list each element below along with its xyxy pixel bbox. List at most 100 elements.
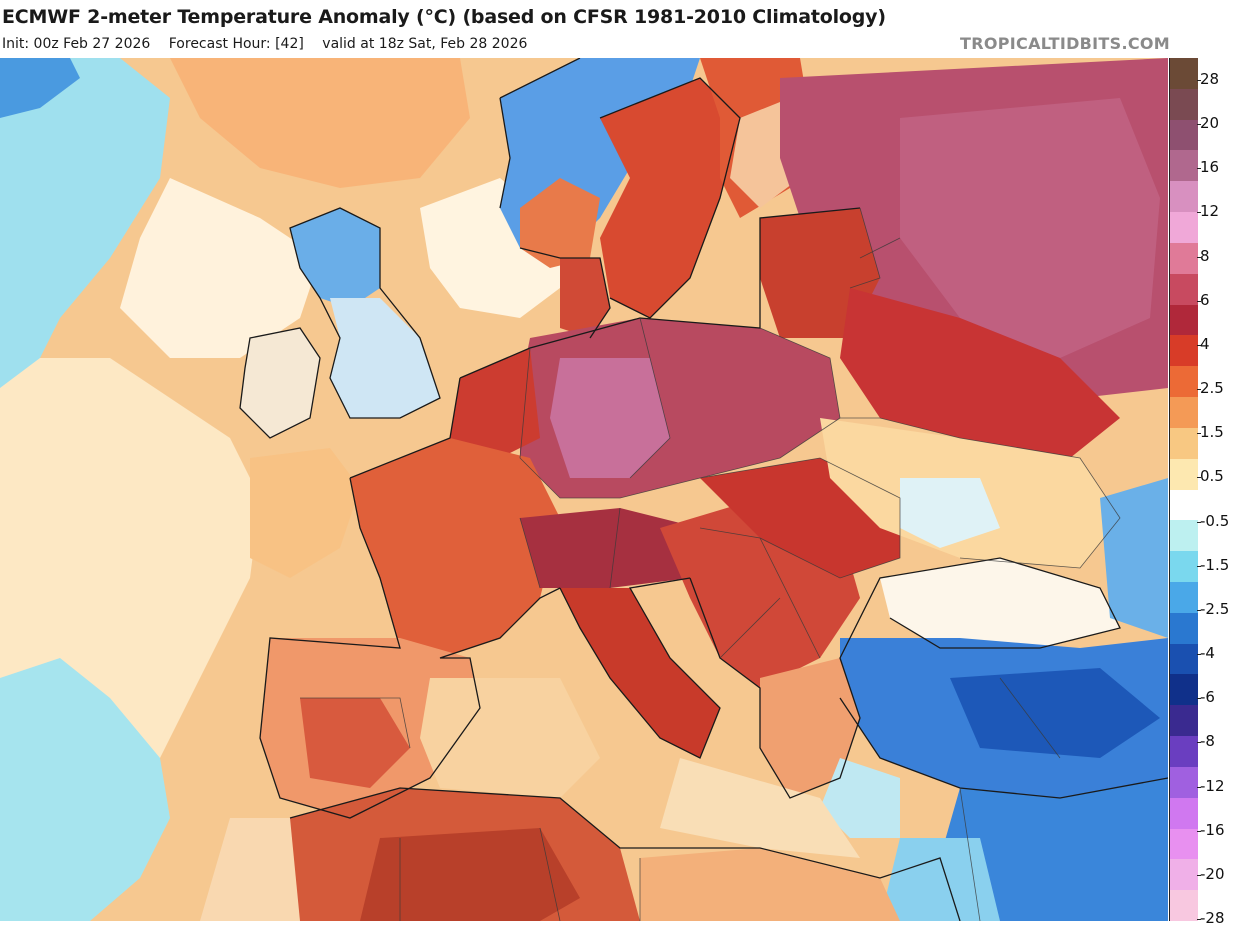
germany-pink — [550, 358, 670, 478]
black-sea — [880, 558, 1120, 648]
caucasus-cold — [1100, 478, 1168, 638]
colorbar-tick — [1197, 433, 1201, 435]
colorbar-tick — [1197, 477, 1201, 479]
ukraine-cool — [900, 478, 1000, 548]
colorbar-tick — [1197, 565, 1201, 567]
colorbar-tick — [1197, 919, 1201, 920]
colorbar-swatch — [1170, 520, 1198, 552]
colorbar-tick — [1197, 212, 1201, 214]
ireland — [240, 328, 320, 438]
bay-biscay — [250, 448, 360, 578]
colorbar-tick-label: 6 — [1200, 290, 1210, 309]
colorbar-swatch — [1170, 58, 1198, 90]
colorbar-swatch — [1170, 890, 1198, 922]
colorbar-swatch — [1170, 581, 1198, 614]
france — [350, 438, 560, 658]
russia-core — [900, 98, 1160, 358]
colorbar-swatch — [1170, 427, 1198, 460]
colorbar-tick-label: -0.5 — [1200, 511, 1230, 530]
colorbar-swatch — [1170, 797, 1198, 830]
colorbar-swatch — [1170, 335, 1198, 367]
colorbar-tick-label: 16 — [1200, 158, 1220, 177]
colorbar-tick-label: -20 — [1200, 864, 1225, 883]
colorbar-tick — [1197, 80, 1201, 81]
colorbar-tick-label: -28 — [1200, 909, 1225, 927]
colorbar-tick-label: -12 — [1200, 776, 1225, 795]
morocco-cool — [200, 818, 300, 921]
med-east — [660, 758, 860, 858]
belarus-west-russia — [840, 288, 1120, 458]
colorbar-tick — [1197, 256, 1201, 258]
colorbar-swatch — [1170, 88, 1198, 121]
colorbar — [1169, 58, 1198, 922]
atlantic-orange-n — [170, 58, 470, 188]
north-africa-core — [360, 828, 580, 921]
valid-time: valid at 18z Sat, Feb 28 2026 — [322, 36, 528, 52]
colorbar-tick-label: -1.5 — [1200, 555, 1230, 574]
colorbar-tick — [1197, 786, 1201, 788]
colorbar-tick-label: -6 — [1200, 688, 1215, 707]
colorbar-tick-label: -8 — [1200, 732, 1215, 751]
colorbar-tick-label: 12 — [1200, 202, 1220, 221]
colorbar-tick — [1197, 830, 1201, 832]
turkey-deep — [950, 668, 1160, 758]
atlantic-white-center — [120, 178, 320, 358]
colorbar-swatch — [1170, 273, 1198, 306]
med-west — [420, 678, 600, 798]
colorbar-tick-label: -16 — [1200, 820, 1225, 839]
country-borders — [300, 207, 1121, 921]
colorbar-swatch — [1170, 736, 1198, 768]
colorbar-swatch — [1170, 366, 1198, 398]
colorbar-swatch — [1170, 458, 1198, 490]
norway-coast-warm — [520, 178, 600, 268]
colorbar-tick — [1197, 344, 1201, 346]
colorbar-tick — [1197, 389, 1201, 391]
england — [330, 298, 440, 418]
libya-mild — [640, 848, 900, 921]
colorbar-tick-label: 1.5 — [1200, 423, 1224, 442]
run-info: Init: 00z Feb 27 2026 Forecast Hour: [42… — [2, 36, 541, 52]
colorbar-swatch — [1170, 859, 1198, 891]
colorbar-swatch — [1170, 181, 1198, 213]
colorbar-tick-label: -4 — [1200, 644, 1215, 663]
colorbar-swatch — [1170, 242, 1198, 275]
cyprus-sea — [880, 838, 1000, 921]
colorbar-tick-label: 0.5 — [1200, 467, 1224, 486]
brand-watermark: TROPICALTIDBITS.COM — [960, 34, 1170, 53]
colorbar-swatch — [1170, 212, 1198, 244]
colorbar-swatch — [1170, 828, 1198, 860]
colorbar-tick — [1197, 698, 1201, 700]
chart-title: ECMWF 2-meter Temperature Anomaly (°C) (… — [2, 6, 886, 28]
anomaly-map — [0, 58, 1168, 921]
denmark — [560, 258, 610, 338]
colorbar-tick-label: 20 — [1200, 114, 1220, 133]
colorbar-swatch — [1170, 766, 1198, 799]
colorbar-swatch — [1170, 612, 1198, 645]
sweden — [600, 78, 740, 318]
colorbar-tick-label: 2.5 — [1200, 379, 1224, 398]
colorbar-tick — [1197, 168, 1201, 170]
colorbar-swatch — [1170, 705, 1198, 737]
iberia-hot — [300, 698, 410, 788]
colorbar-tick — [1197, 874, 1201, 876]
colorbar-swatch — [1170, 551, 1198, 583]
colorbar-tick — [1197, 124, 1201, 126]
colorbar-swatch — [1170, 304, 1198, 336]
colorbar-tick-label: 28 — [1200, 70, 1220, 88]
colorbar-tick-label: 4 — [1200, 334, 1210, 353]
colorbar-tick — [1197, 609, 1201, 611]
italy — [560, 588, 720, 758]
greece — [760, 658, 860, 798]
colorbar-swatch — [1170, 150, 1198, 182]
colorbar-swatch — [1170, 489, 1198, 521]
colorbar-swatch — [1170, 674, 1198, 706]
benelux — [450, 348, 540, 458]
greenland-edge — [0, 58, 80, 118]
colorbar-swatch — [1170, 397, 1198, 429]
colorbar-tick — [1197, 742, 1201, 744]
colorbar-swatch — [1170, 119, 1198, 151]
colorbar-tick-label: 8 — [1200, 246, 1210, 265]
colorbar-tick-label: -2.5 — [1200, 599, 1230, 618]
init-time: Init: 00z Feb 27 2026 — [2, 36, 151, 52]
colorbar-swatch — [1170, 643, 1198, 675]
